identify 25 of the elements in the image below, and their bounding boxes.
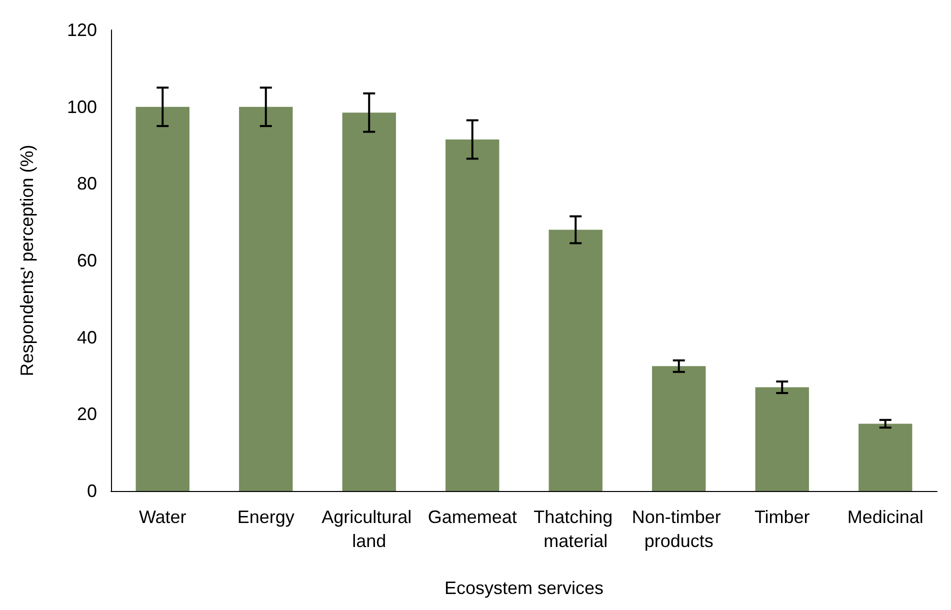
bar [652,366,706,491]
x-tick-label: Agricultural land [322,507,417,551]
x-axis-title: Ecosystem services [444,578,604,598]
y-axis-title: Respondents' perception (%) [17,144,37,376]
bar [136,106,190,491]
bar [239,106,293,491]
x-tick-label: Non-timber products [632,507,726,551]
y-tick-label: 20 [76,404,97,424]
bar [342,112,396,491]
bar [755,387,809,491]
y-tick-label: 60 [76,250,97,270]
y-tick-label: 100 [66,96,97,117]
x-tick-label: Thatching material [534,507,618,551]
y-tick-label: 40 [76,327,97,348]
y-tick-label: 0 [86,481,97,501]
x-tick-label: Medicinal [847,507,924,527]
y-tick-label: 120 [66,20,97,40]
x-tick-label: Energy [237,507,294,527]
bar [446,139,500,491]
y-tick-label: 80 [76,174,97,194]
bar [858,424,912,491]
x-tick-label: Timber [754,507,810,527]
x-tick-label: Water [138,507,186,527]
x-tick-label: Gamemeat [428,507,517,527]
bar [548,230,602,491]
